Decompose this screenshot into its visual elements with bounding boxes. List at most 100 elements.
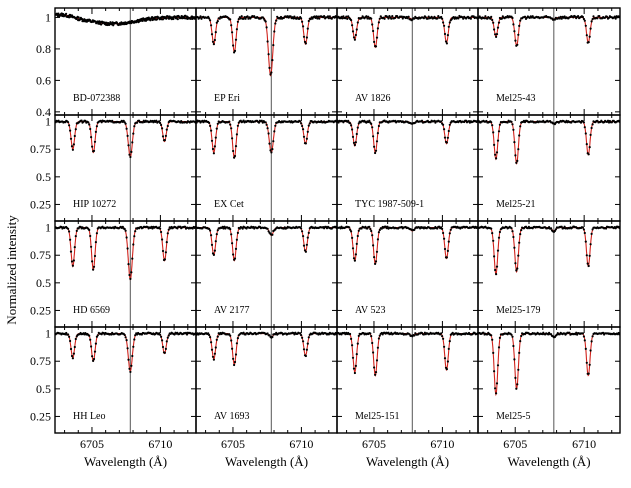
data-point [457,17,460,20]
data-point [413,17,416,20]
data-point [577,15,580,18]
data-point [67,227,70,230]
data-point [216,20,219,23]
data-point [441,335,444,338]
data-point [370,17,373,20]
data-point [155,119,158,122]
panel-mel25-5: Mel25-5 6705 6710 Wavelength (Å) [477,326,621,469]
data-point [268,334,271,337]
panel-label: HH Leo [73,411,106,422]
data-point [591,228,594,231]
data-point [368,225,371,228]
data-point [74,337,77,341]
data-point [91,145,94,148]
data-point [121,225,124,228]
data-point [199,15,202,18]
data-point [210,234,213,237]
data-point [308,122,311,125]
data-point [231,31,234,34]
data-point [347,119,350,122]
data-point [586,262,589,265]
data-point [605,15,609,18]
data-point [110,333,113,336]
data-point [69,339,72,343]
data-point [176,18,179,21]
data-point [386,225,389,228]
model-curve [196,333,337,366]
x-tick-label: 6705 [80,437,104,451]
data-point [183,225,187,228]
data-point [490,334,493,337]
data-point [511,335,514,338]
data-point [574,15,577,18]
data-point [448,123,451,126]
data-point [494,153,497,156]
data-point [304,42,307,45]
data-point [448,232,451,235]
data-point [160,335,163,338]
data-point [273,130,276,133]
data-point [370,122,373,125]
data-point [523,15,527,18]
data-point [326,15,330,18]
data-point [585,34,588,37]
data-point [161,127,164,130]
data-point [88,123,91,126]
data-point [124,336,127,339]
data-point [300,227,303,230]
data-point [588,363,591,366]
data-point [211,40,215,43]
data-point [582,335,586,338]
data-point [563,15,566,18]
data-point [240,15,243,18]
data-point [494,33,497,36]
data-point [161,18,165,21]
data-point [591,18,594,21]
panel-mel25-179: Mel25-179 [477,220,621,328]
data-point [345,15,348,18]
data-point [75,229,78,232]
data-point [302,340,305,343]
data-point [517,33,520,36]
y-tick-label: 0.75 [30,248,51,262]
data-point [575,331,578,334]
data-point [293,333,296,336]
data-point [140,19,143,22]
data-point [352,36,356,39]
data-point [242,119,245,122]
data-point [349,228,352,231]
data-point [513,30,516,33]
data-point [73,246,76,249]
data-point [305,243,308,246]
data-point [234,247,238,250]
observed-points [55,12,196,27]
data-point [437,15,440,18]
data-point [369,227,372,231]
data-point [128,273,131,277]
data-point [128,367,131,370]
data-point [587,372,590,375]
data-point [130,150,133,153]
data-point [512,128,515,131]
data-point [305,137,308,140]
data-point [380,227,383,230]
data-point [208,227,211,230]
data-point [452,16,455,19]
data-point [159,333,162,336]
panel-label: Mel25-21 [496,199,535,210]
model-curve [478,121,620,165]
data-point [151,227,154,230]
data-point [497,236,501,239]
data-point [583,126,586,129]
y-tick-label: 0.25 [30,303,51,317]
data-point [77,16,80,19]
data-point [124,122,127,125]
data-point [172,17,175,21]
data-point [302,244,306,247]
data-point [596,17,599,20]
data-point [495,151,499,154]
data-point [302,135,306,138]
panel-mel25-21: Mel25-21 [477,114,621,222]
data-point [581,332,585,335]
data-point [449,228,452,231]
